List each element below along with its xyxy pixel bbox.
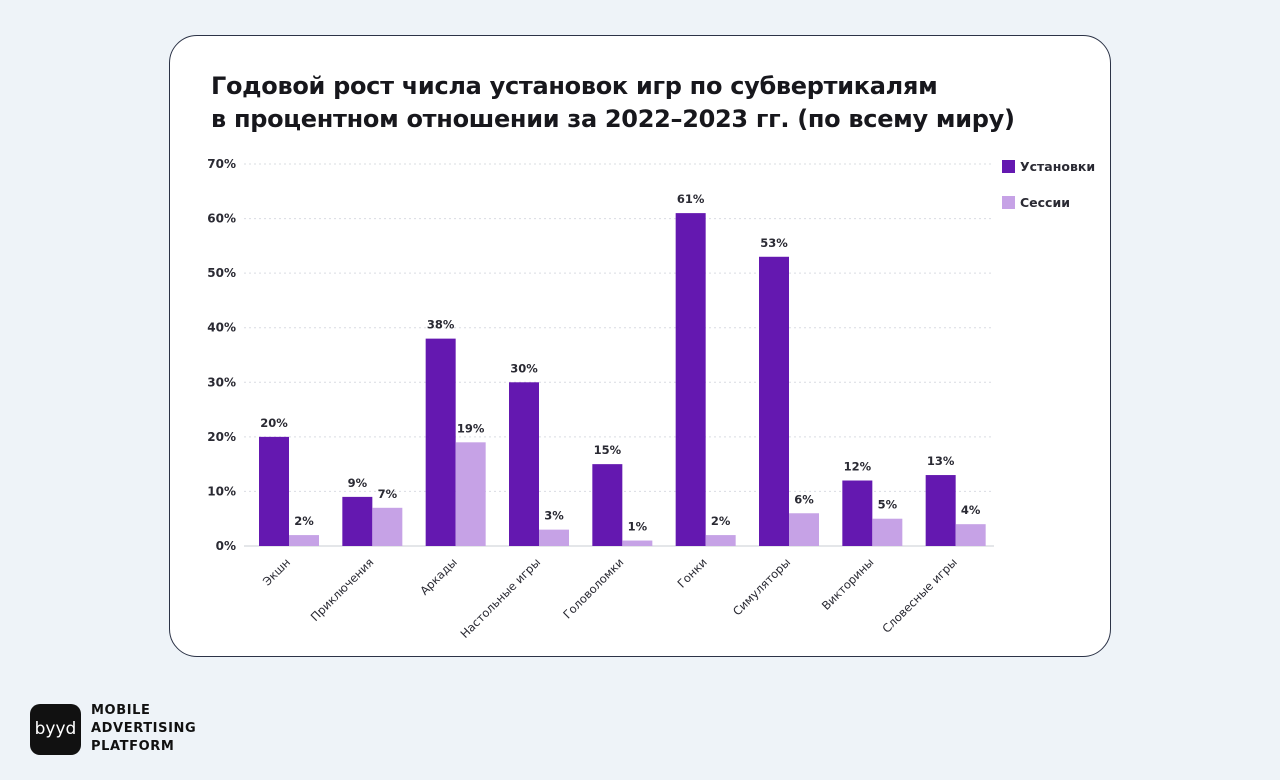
x-tick-label: Викторины	[819, 555, 877, 613]
bar-installs	[675, 213, 706, 546]
y-tick-label: 60%	[207, 212, 236, 226]
x-tick-label: Аркады	[417, 555, 460, 598]
x-tick-label: Симуляторы	[730, 555, 793, 618]
bar-sessions	[872, 518, 903, 546]
brand-logo: byyd	[30, 703, 81, 755]
data-label: 2%	[711, 514, 731, 528]
x-tick-label: Головоломки	[560, 555, 626, 621]
y-tick-label: 40%	[207, 321, 236, 335]
bar-sessions	[622, 540, 653, 546]
bar-sessions	[372, 507, 403, 546]
x-tick-label: Экшн	[260, 555, 293, 588]
bar-installs	[425, 338, 456, 546]
data-label: 3%	[544, 509, 564, 523]
bar-installs	[259, 436, 289, 546]
brand-line-2: ADVERTISING	[91, 721, 197, 736]
y-tick-label: 20%	[207, 430, 236, 444]
data-label: 30%	[510, 361, 538, 375]
y-tick-label: 30%	[207, 375, 236, 389]
data-label: 7%	[378, 487, 398, 501]
byyd-logo-icon: byyd	[35, 719, 77, 739]
data-label: 12%	[844, 460, 872, 474]
data-label: 9%	[348, 476, 368, 490]
legend-label: Сессии	[1020, 195, 1070, 210]
data-label: 2%	[294, 514, 314, 528]
bar-sessions	[289, 535, 319, 546]
x-tick-label: Приключения	[308, 555, 377, 624]
chart-title-line-1: Годовой рост числа установок игр по субв…	[211, 72, 938, 100]
data-label: 15%	[594, 443, 622, 457]
data-label: 53%	[760, 236, 788, 250]
data-label: 20%	[260, 416, 288, 430]
bar-installs	[759, 256, 789, 546]
bar-sessions	[955, 524, 986, 546]
y-tick-label: 50%	[207, 266, 236, 280]
logo-text: byyd	[35, 719, 77, 739]
brand-line-1: MOBILE	[91, 703, 151, 718]
y-tick-label: 10%	[207, 484, 236, 498]
legend-label: Установки	[1020, 159, 1095, 174]
bar-sessions	[455, 442, 486, 546]
data-label: 1%	[628, 520, 648, 534]
bar-sessions	[789, 513, 819, 546]
brand-tagline: MOBILE ADVERTISING PLATFORM	[91, 702, 196, 756]
data-label: 6%	[794, 492, 814, 506]
bar-installs	[925, 475, 956, 546]
x-tick-label: Настольные игры	[457, 555, 543, 641]
x-tick-label: Словесные игры	[879, 555, 959, 635]
bar-sessions	[705, 535, 736, 546]
chart-card: Годовой рост числа установок игр по субв…	[169, 35, 1111, 657]
y-tick-label: 0%	[216, 539, 236, 553]
bar-sessions	[539, 529, 569, 546]
bar-installs	[592, 464, 623, 546]
brand-line-3: PLATFORM	[91, 739, 175, 754]
x-tick-label: Гонки	[674, 555, 709, 590]
data-label: 13%	[927, 454, 955, 468]
legend-swatch	[1002, 196, 1015, 209]
brand-footer: byyd MOBILE ADVERTISING PLATFORM	[30, 702, 196, 756]
bar-installs	[842, 480, 873, 546]
data-label: 61%	[677, 192, 705, 206]
bar-installs	[509, 382, 539, 546]
data-label: 38%	[427, 318, 455, 332]
bar-installs	[342, 496, 373, 546]
chart-title-line-2: в процентном отношении за 2022–2023 гг. …	[211, 105, 1015, 133]
data-label: 5%	[878, 498, 898, 512]
data-label: 19%	[457, 421, 485, 435]
y-tick-label: 70%	[207, 157, 236, 171]
chart-title: Годовой рост числа установок игр по субв…	[211, 70, 1071, 136]
legend-swatch	[1002, 160, 1015, 173]
data-label: 4%	[961, 503, 981, 517]
